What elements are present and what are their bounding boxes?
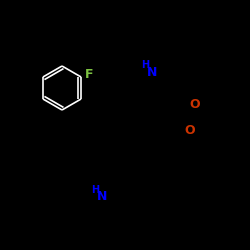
Text: O: O: [185, 124, 195, 136]
Text: N: N: [147, 66, 157, 78]
Text: F: F: [85, 68, 93, 80]
Text: H: H: [141, 60, 149, 70]
Text: N: N: [97, 190, 107, 203]
Text: H: H: [91, 185, 99, 195]
Text: O: O: [190, 98, 200, 112]
